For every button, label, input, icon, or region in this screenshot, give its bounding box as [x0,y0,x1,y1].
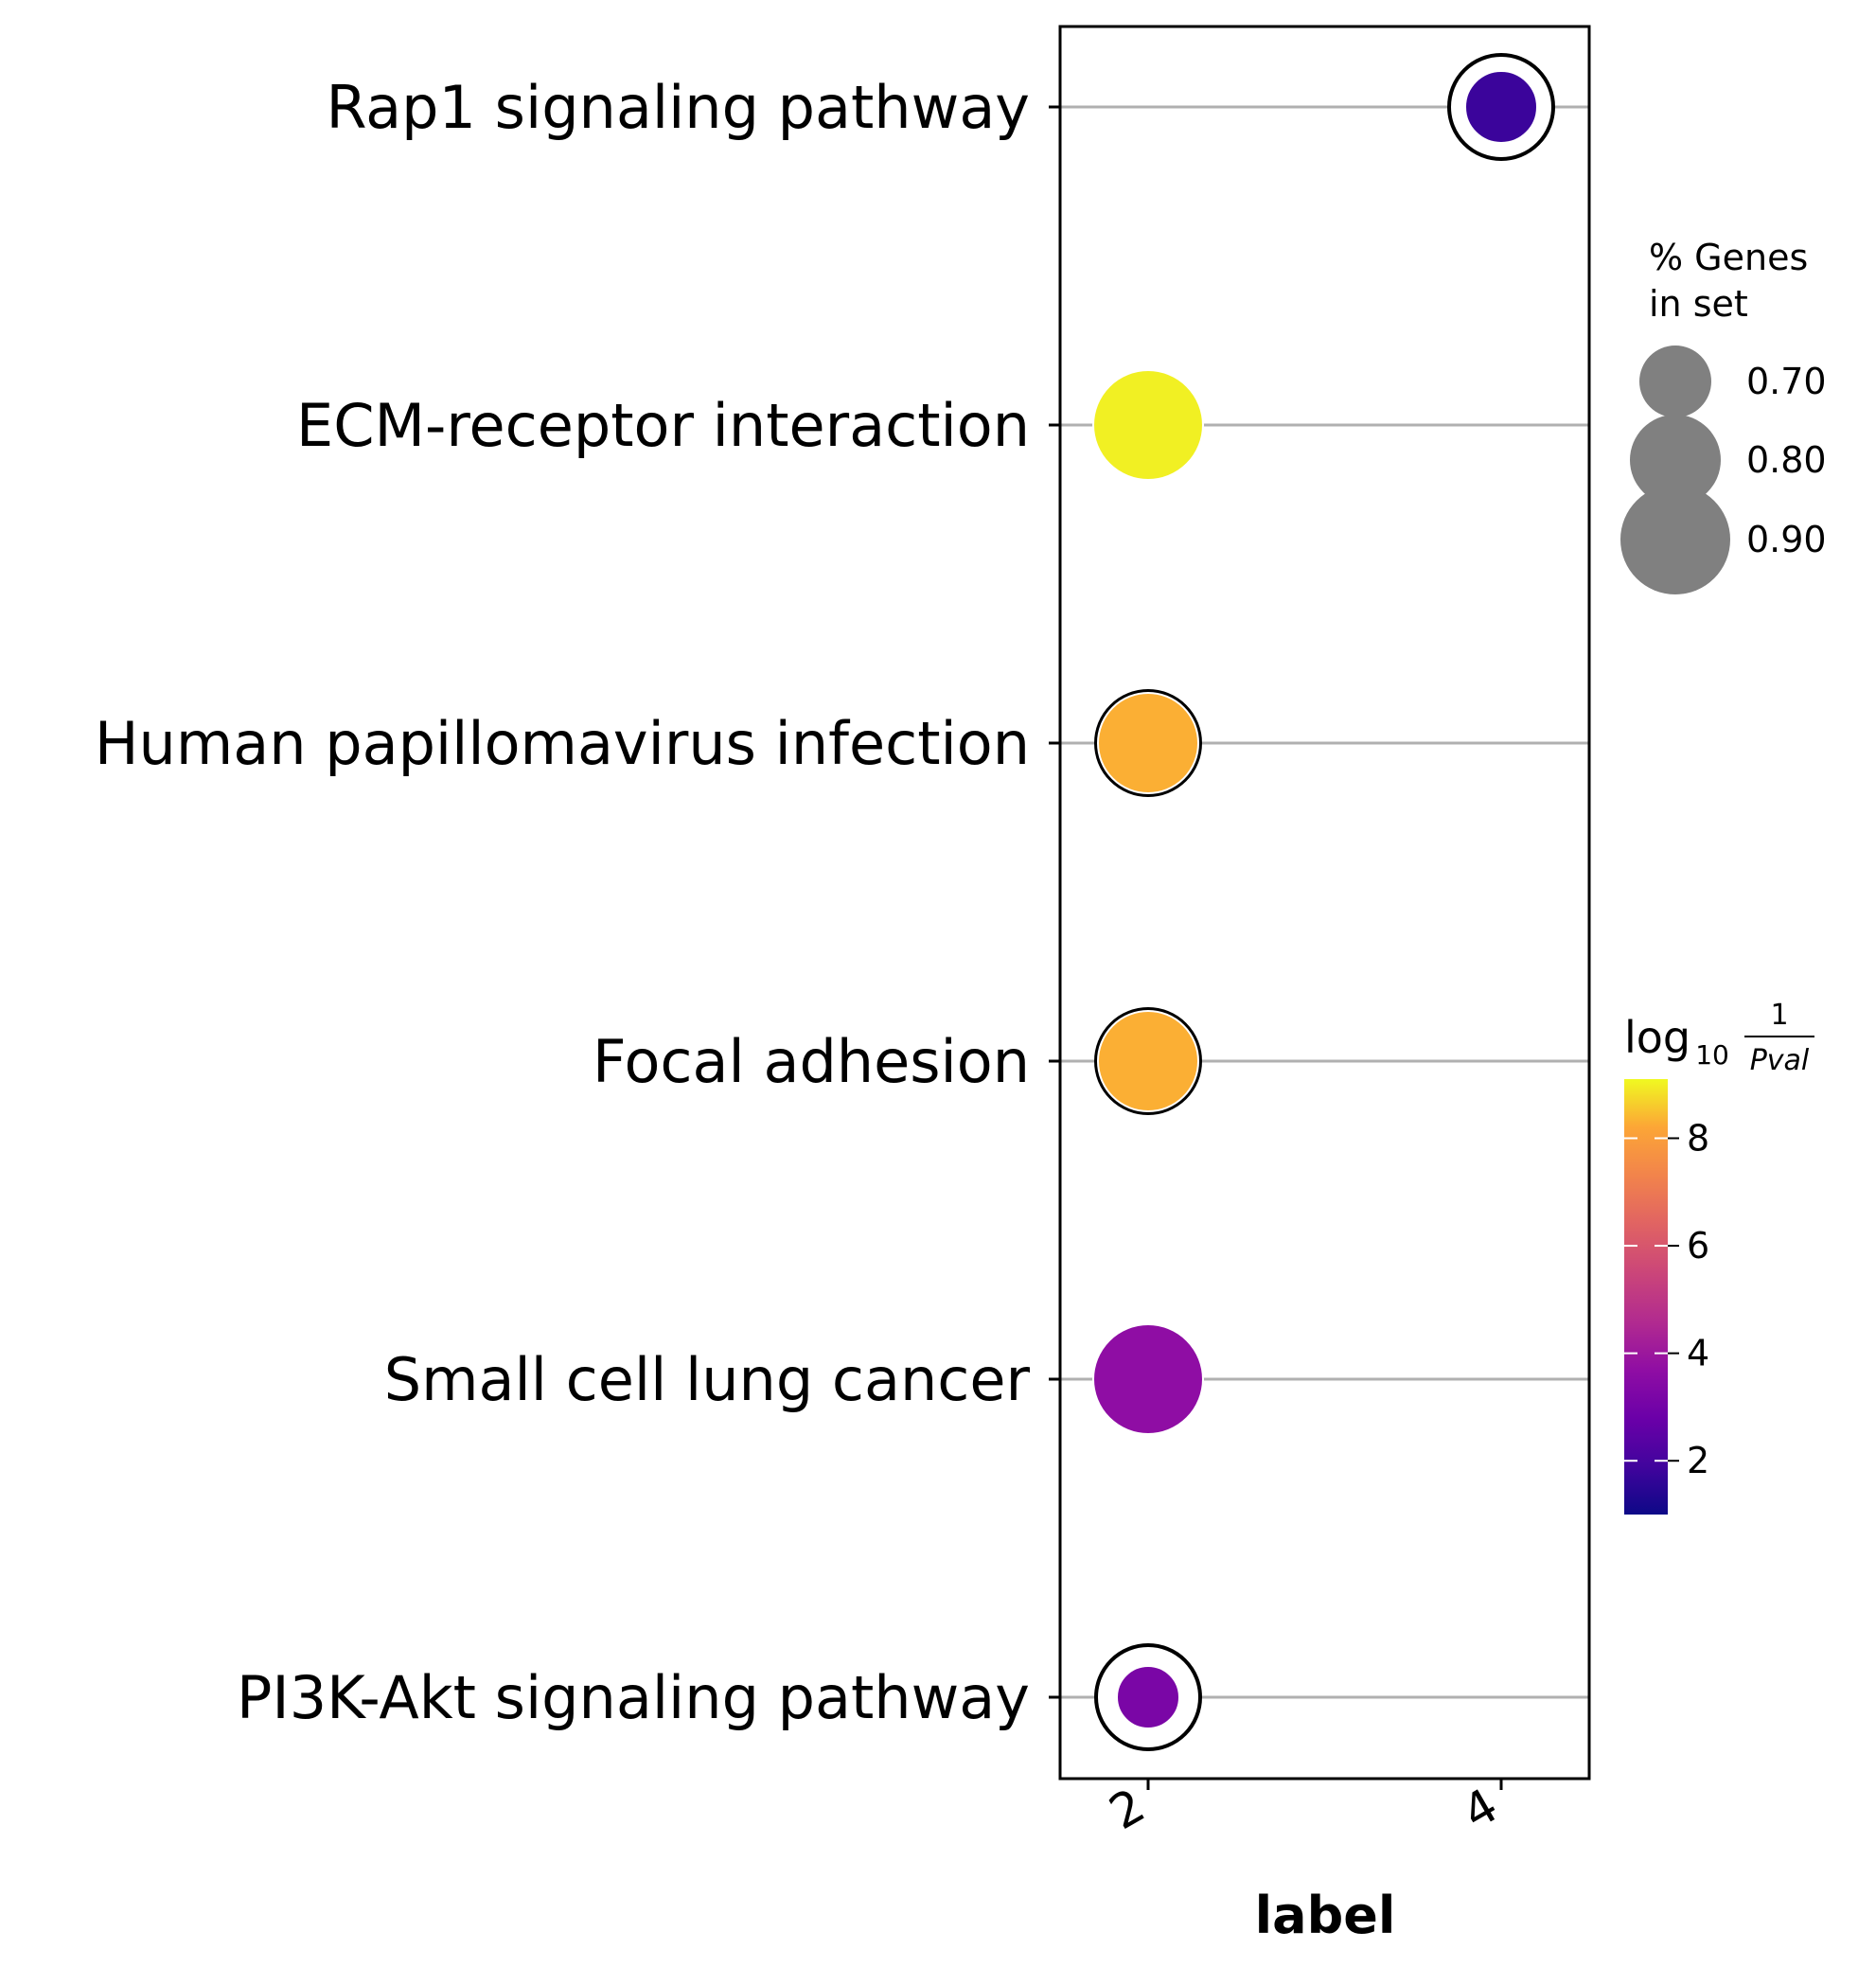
data-point [1116,1665,1180,1729]
plot-frame [1058,25,1591,1781]
size-legend-marker [1630,415,1721,505]
colorbar-title: log 10 [1624,1012,1729,1071]
size-legend-label: 0.90 [1746,519,1827,560]
colorbar-gradient [1624,1079,1668,1515]
colorbar-tick-label: 4 [1687,1333,1709,1374]
size-legend-label: 0.80 [1746,439,1827,481]
size-legend-title-line-1: % Genes [1649,237,1808,278]
data-point [1092,369,1204,481]
grid-lines [1060,105,1589,1699]
size-legend-marker [1639,346,1711,417]
colorbar-tick-label: 2 [1687,1440,1709,1481]
y-tick-label: PI3K-Akt signaling pathway [237,1663,1030,1732]
colorbar-title-denominator: Pval [1750,1044,1810,1077]
y-tick-label: Small cell lung cancer [384,1345,1031,1414]
data-point [1092,1323,1204,1435]
y-tick-label: Focal adhesion [593,1027,1030,1096]
x-axis-label: label [1255,1886,1396,1945]
colorbar-ticks: 2 4 6 8 [1624,1117,1709,1481]
x-tick-label: 4 [1453,1778,1507,1840]
data-point [1097,692,1199,794]
x-tick-label: 2 [1100,1778,1154,1840]
size-legend-label: 0.70 [1746,361,1827,402]
y-tick-label: ECM-receptor interaction [296,391,1030,460]
colorbar: log 10 1 Pval 2 4 6 8 [1624,999,1814,1515]
size-legend-marker [1620,485,1730,594]
y-axis-ticks: Rap1 signaling pathway ECM-receptor inter… [95,73,1060,1732]
data-points [1092,53,1555,1751]
size-legend: % Genes in set 0.70 0.80 0.90 [1620,237,1827,594]
colorbar-tick-label: 8 [1687,1117,1709,1159]
data-point [1464,70,1538,144]
colorbar-title-numerator: 1 [1770,999,1788,1032]
size-legend-items: 0.70 0.80 0.90 [1620,346,1827,594]
y-tick-label: Human papillomavirus infection [95,709,1030,778]
y-tick-label: Rap1 signaling pathway [326,73,1030,142]
data-point [1097,1010,1199,1112]
colorbar-tick-label: 6 [1687,1225,1709,1267]
size-legend-title-line-2: in set [1649,283,1748,325]
